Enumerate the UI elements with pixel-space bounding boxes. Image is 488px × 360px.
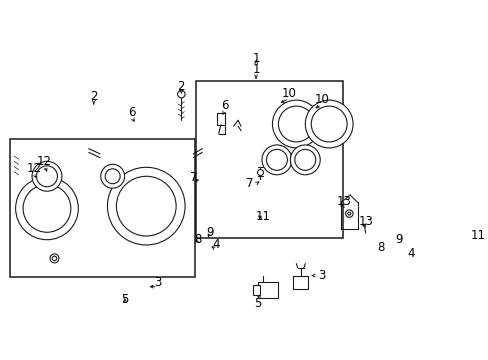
- Text: 6: 6: [128, 106, 136, 119]
- Circle shape: [37, 166, 57, 187]
- Circle shape: [386, 219, 398, 231]
- Circle shape: [23, 184, 71, 232]
- Circle shape: [290, 145, 320, 175]
- Text: 12: 12: [27, 162, 41, 175]
- Circle shape: [272, 100, 320, 148]
- Circle shape: [101, 164, 124, 188]
- Text: 11: 11: [470, 229, 485, 243]
- Text: 3: 3: [317, 269, 325, 282]
- Circle shape: [399, 241, 403, 246]
- Text: 8: 8: [377, 241, 385, 254]
- Text: 10: 10: [281, 87, 296, 100]
- Circle shape: [390, 210, 401, 220]
- Circle shape: [16, 177, 78, 240]
- Text: 1: 1: [252, 63, 259, 76]
- Bar: [293, 275, 307, 289]
- Circle shape: [396, 239, 405, 248]
- Bar: [399, 208, 414, 222]
- Bar: [10, 139, 194, 277]
- Text: 9: 9: [395, 233, 402, 246]
- Text: 3: 3: [154, 276, 161, 289]
- Circle shape: [305, 100, 352, 148]
- Text: 13: 13: [336, 195, 350, 208]
- Circle shape: [266, 149, 287, 170]
- Text: 5: 5: [121, 293, 128, 306]
- Circle shape: [177, 90, 185, 98]
- Text: 7: 7: [190, 171, 198, 184]
- Circle shape: [311, 106, 346, 142]
- Bar: [100, 147, 193, 266]
- Bar: [14, 147, 100, 266]
- Text: 12: 12: [37, 155, 52, 168]
- Bar: [258, 282, 277, 298]
- Circle shape: [347, 212, 350, 215]
- Circle shape: [262, 145, 291, 175]
- Circle shape: [345, 210, 352, 217]
- Circle shape: [105, 169, 120, 184]
- Text: 2: 2: [177, 80, 185, 93]
- Text: 4: 4: [212, 238, 220, 251]
- Circle shape: [50, 254, 59, 263]
- Circle shape: [364, 217, 388, 240]
- Text: 5: 5: [254, 297, 262, 310]
- Text: 7: 7: [246, 177, 253, 190]
- Text: 2: 2: [90, 90, 97, 103]
- Bar: [196, 81, 342, 238]
- Circle shape: [107, 167, 185, 245]
- Text: 8: 8: [194, 233, 201, 246]
- Circle shape: [52, 256, 57, 261]
- Text: 1: 1: [252, 52, 260, 65]
- Text: 9: 9: [206, 226, 213, 239]
- Circle shape: [389, 222, 395, 228]
- Circle shape: [294, 149, 315, 170]
- Text: 4: 4: [407, 247, 414, 260]
- Circle shape: [278, 106, 314, 142]
- Circle shape: [32, 161, 62, 191]
- Circle shape: [474, 215, 481, 222]
- Circle shape: [369, 221, 384, 236]
- Circle shape: [257, 170, 263, 176]
- Text: 13: 13: [358, 215, 373, 228]
- Bar: [252, 284, 260, 295]
- Text: 11: 11: [256, 210, 270, 223]
- Text: 10: 10: [314, 93, 328, 106]
- Text: 6: 6: [221, 99, 228, 112]
- Circle shape: [116, 176, 176, 236]
